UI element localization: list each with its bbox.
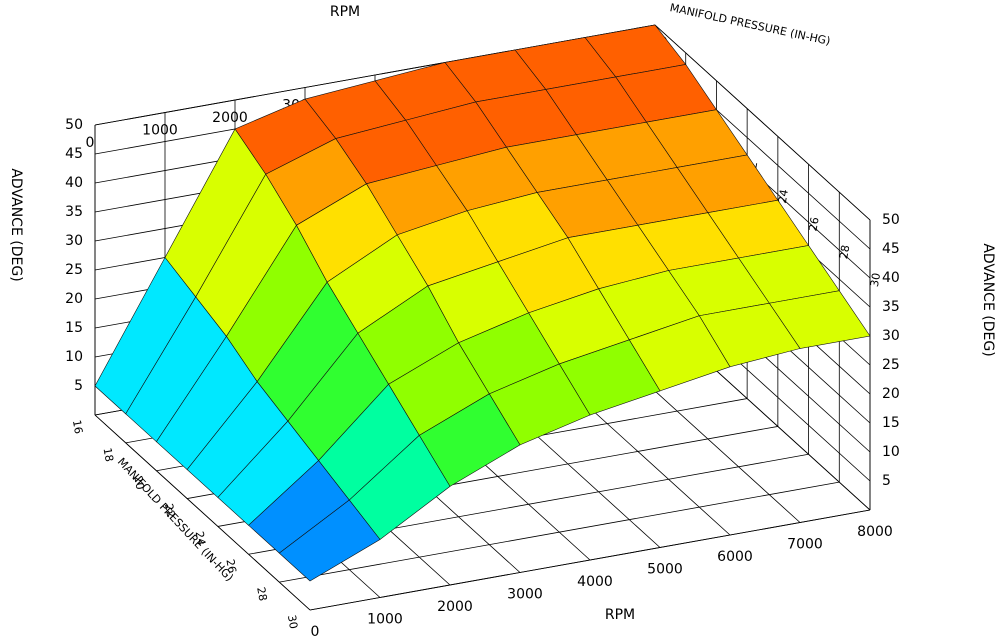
z-tick-label-left: 25 [65, 262, 83, 278]
z-tick-label-right: 15 [882, 415, 900, 431]
wall-grid-line [654, 24, 871, 221]
z-tick-label-left: 15 [65, 320, 83, 336]
y-tick-label: 24 [193, 530, 208, 546]
y-tick-label-top: 28 [837, 244, 852, 260]
z-tick-label-left: 20 [65, 291, 83, 307]
y-tick-label: 26 [223, 558, 238, 574]
y-tick-label-top: 26 [806, 216, 821, 232]
z-tick-label-right: 35 [882, 299, 900, 315]
z-tick-label-left: 10 [65, 349, 83, 365]
x-tick-label: 7000 [787, 537, 823, 553]
x-tick-label: 5000 [647, 562, 683, 578]
z-tick-label-left: 50 [65, 117, 83, 133]
x-tick-label-top: 1000 [142, 123, 178, 139]
x-tick-label: 1000 [367, 612, 403, 628]
y-tick-label: 18 [101, 447, 116, 463]
y-tick-label-top: 30 [868, 272, 883, 288]
x-tick-label-top: 0 [86, 135, 95, 151]
x-tick-label: 0 [311, 624, 320, 640]
y-tick-label: 20 [131, 475, 146, 491]
z-axis-title-right: ADVANCE (DEG) [980, 243, 996, 356]
floor-grid-line [94, 414, 311, 611]
x-axis-title: RPM [605, 607, 635, 623]
y-tick-label: 30 [285, 614, 300, 630]
x-tick-label: 6000 [717, 549, 753, 565]
z-tick-label-left: 45 [65, 146, 83, 162]
y-tick-label: 22 [162, 502, 177, 518]
floor-grid-line [279, 481, 840, 583]
z-tick-label-right: 45 [882, 241, 900, 257]
y-tick-label-top: 24 [776, 188, 791, 204]
z-tick-label-right: 25 [882, 357, 900, 373]
x-tick-label: 8000 [857, 524, 893, 540]
z-tick-label-left: 30 [65, 233, 83, 249]
z-tick-label-right: 40 [882, 270, 900, 286]
z-tick-label-right: 50 [882, 212, 900, 228]
z-tick-label-left: 5 [74, 378, 83, 394]
z-tick-label-left: 40 [65, 175, 83, 191]
x-tick-label: 2000 [437, 599, 473, 615]
z-tick-label-left: 35 [65, 204, 83, 220]
floor-grid-line [309, 509, 871, 611]
y-tick-label: 16 [70, 419, 85, 435]
y-axis-title-top: MANIFOLD PRESSURE (IN-HG) [669, 1, 832, 48]
surface-cell [278, 499, 381, 582]
x-axis-title-top: RPM [330, 4, 360, 20]
z-tick-label-right: 10 [882, 444, 900, 460]
x-tick-label: 3000 [507, 587, 543, 603]
z-axis-title-left: ADVANCE (DEG) [8, 168, 24, 281]
y-tick-label: 28 [254, 586, 269, 602]
x-tick-label-top: 2000 [212, 110, 248, 126]
x-tick-label: 4000 [577, 574, 613, 590]
z-tick-label-right: 20 [882, 386, 900, 402]
z-tick-label-right: 5 [882, 473, 891, 489]
z-tick-label-right: 30 [882, 328, 900, 344]
